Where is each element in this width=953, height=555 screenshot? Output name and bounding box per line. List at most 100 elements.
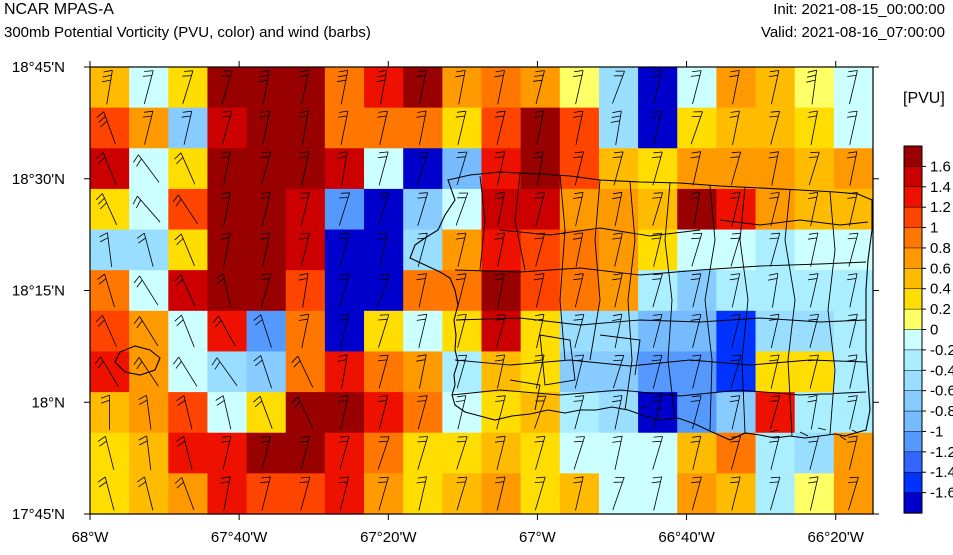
wind-barb (847, 395, 858, 430)
model-title: NCAR MPAS-A (4, 1, 114, 18)
lon-tick-label: 68°W (72, 529, 110, 546)
pv-cells (90, 67, 874, 515)
coastline-boundaries (114, 171, 873, 441)
wind-barb (378, 192, 390, 226)
pv-cell (520, 392, 561, 434)
lon-tick-label: 67°20'W (360, 529, 417, 546)
wind-barb (212, 315, 236, 347)
wind-barb (291, 355, 314, 388)
wind-barb (298, 151, 310, 186)
wind-barb (729, 273, 741, 308)
wind-barb (338, 436, 350, 470)
wind-barb (416, 313, 428, 348)
wind-barb (455, 192, 469, 226)
colorbar-label: 1.6 (930, 158, 951, 175)
wind-barb (651, 232, 663, 267)
lat-tick-label: 18°45'N (12, 59, 65, 76)
wind-barb (337, 354, 348, 389)
wind-barb (651, 70, 663, 105)
wind-barb (612, 354, 625, 389)
wind-barb (495, 314, 507, 348)
wind-barb (416, 354, 427, 389)
wind-barb (99, 232, 113, 268)
wind-barb (808, 354, 819, 389)
pv-cell (794, 310, 835, 353)
wind-barb (133, 357, 159, 387)
wind-barb (533, 354, 545, 389)
wind-barb (534, 476, 546, 511)
colorbar-label: -0.2 (930, 342, 953, 359)
wind-barb (847, 313, 858, 348)
wind-barb (847, 110, 858, 145)
colorbar-box (903, 370, 923, 392)
wind-barb (806, 69, 817, 105)
colorbar-box (903, 349, 923, 371)
colorbar-box (903, 186, 923, 208)
wind-barb (298, 110, 309, 146)
wind-barb (96, 111, 116, 145)
colorbar: 1.6 1.4 1.2 1 0.8 0.6 0.4 0.2 0 -0.2 -0.4 -0.6 -0.8 -… (903, 145, 953, 514)
wind-barb (729, 70, 740, 105)
wind-barb (730, 436, 741, 470)
wind-barb (494, 70, 505, 105)
wind-barb (495, 435, 506, 470)
colorbar-box (903, 431, 923, 453)
wind-barb (769, 435, 780, 470)
wind-barb (612, 395, 623, 430)
wind-barb (220, 151, 231, 186)
pv-cell (638, 310, 678, 353)
wind-barb (416, 273, 427, 308)
wind-barb (573, 314, 585, 348)
wind-barb (652, 273, 663, 308)
wind-barb (338, 313, 349, 348)
wind-barb (612, 477, 625, 511)
wind-barb (215, 273, 232, 308)
wind-barb (651, 151, 663, 186)
wind-barb (847, 476, 859, 511)
wind-barb (729, 110, 740, 145)
wind-barb (221, 70, 233, 105)
wind-barb (96, 152, 117, 185)
wind-barb (456, 476, 468, 511)
colorbar-box (903, 247, 923, 269)
pv-cell (559, 432, 600, 474)
wind-barb (690, 70, 702, 105)
init-time: Init: 2021-08-15_00:00:00 (773, 1, 945, 18)
wind-barb (494, 151, 506, 186)
wind-barb (260, 476, 271, 511)
wind-barb (417, 192, 429, 226)
wind-barb (612, 151, 624, 186)
lat-tick-label: 18°15'N (12, 283, 65, 300)
wind-barb (258, 69, 270, 105)
wind-barb (377, 151, 389, 186)
wind-barb (97, 435, 115, 470)
wind-barb (101, 394, 110, 430)
wind-barb (573, 273, 584, 308)
colorbar-label: -1.6 (930, 485, 953, 502)
colorbar-box (903, 410, 923, 433)
wind-barb (259, 232, 271, 267)
wind-barb (808, 151, 820, 186)
wind-barb (174, 233, 195, 266)
wind-barb (377, 395, 389, 430)
wind-barb (298, 313, 310, 349)
wind-barb (612, 435, 623, 470)
wind-barb (729, 476, 741, 511)
wind-barb (260, 435, 271, 470)
wind-barb (377, 110, 388, 145)
wind-barb (174, 314, 195, 348)
wind-barb (181, 110, 193, 145)
wind-barb (138, 435, 152, 471)
wind-barb (689, 191, 701, 227)
wind-barb (377, 273, 391, 307)
colorbar-box (903, 471, 923, 494)
wind-barb (729, 395, 741, 430)
wind-barb (416, 476, 427, 511)
wind-barb (182, 70, 194, 104)
colorbar-box (903, 308, 923, 331)
wind-barb (847, 70, 858, 105)
wind-barb (768, 313, 780, 349)
wind-barb (807, 192, 819, 227)
field-title: 300mb Potential Vorticity (PVU, color) a… (4, 24, 371, 41)
wind-barb (220, 191, 231, 227)
